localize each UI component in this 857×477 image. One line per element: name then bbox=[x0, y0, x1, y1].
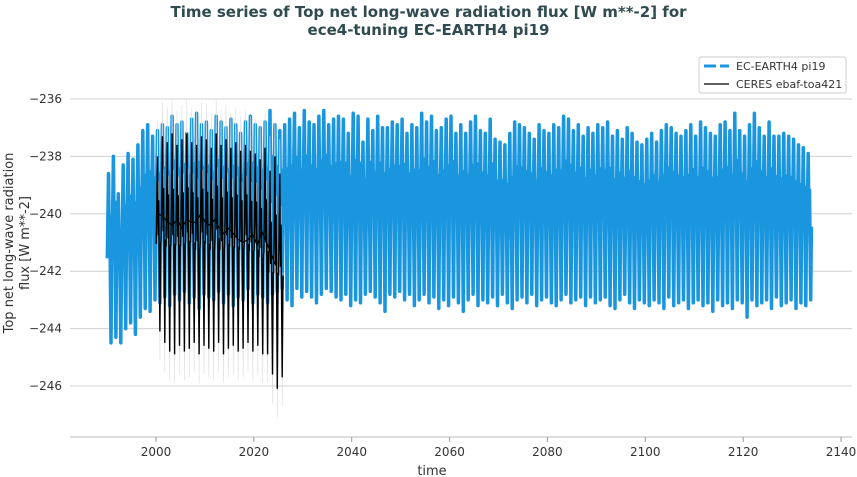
y-tick-label: −244 bbox=[29, 322, 62, 336]
x-axis-label: time bbox=[417, 464, 446, 477]
x-tick-label: 2120 bbox=[728, 445, 759, 459]
y-tick-label: −238 bbox=[29, 149, 62, 163]
legend-box bbox=[698, 56, 847, 94]
y-tick-label: −236 bbox=[29, 92, 62, 106]
x-tick-label: 2080 bbox=[532, 445, 563, 459]
y-axis-label-line2: flux [W m**-2] bbox=[18, 196, 33, 290]
x-tick-label: 2140 bbox=[826, 445, 857, 459]
chart-title-line1: Time series of Top net long-wave radiati… bbox=[170, 3, 687, 21]
x-tick-label: 2100 bbox=[630, 445, 661, 459]
legend-label-model: EC-EARTH4 pi19 bbox=[736, 60, 825, 73]
legend-label-ceres: CERES ebaf-toa421 bbox=[736, 78, 842, 91]
x-tick-label: 2060 bbox=[434, 445, 465, 459]
legend: EC-EARTH4 pi19 CERES ebaf-toa421 bbox=[698, 56, 847, 94]
series-line-ceres-annual-mean bbox=[158, 212, 277, 266]
y-axis-label-line1: Top net long-wave radiation bbox=[2, 153, 17, 335]
chart-title-line2: ece4-tuning EC-EARTH4 pi19 bbox=[307, 21, 550, 39]
y-tick-label: −246 bbox=[29, 379, 62, 393]
x-tick-label: 2020 bbox=[239, 445, 270, 459]
x-tick-label: 2000 bbox=[141, 445, 172, 459]
x-tick-label: 2040 bbox=[336, 445, 367, 459]
y-tick-label: −242 bbox=[29, 264, 62, 278]
y-tick-label: −240 bbox=[29, 207, 62, 221]
